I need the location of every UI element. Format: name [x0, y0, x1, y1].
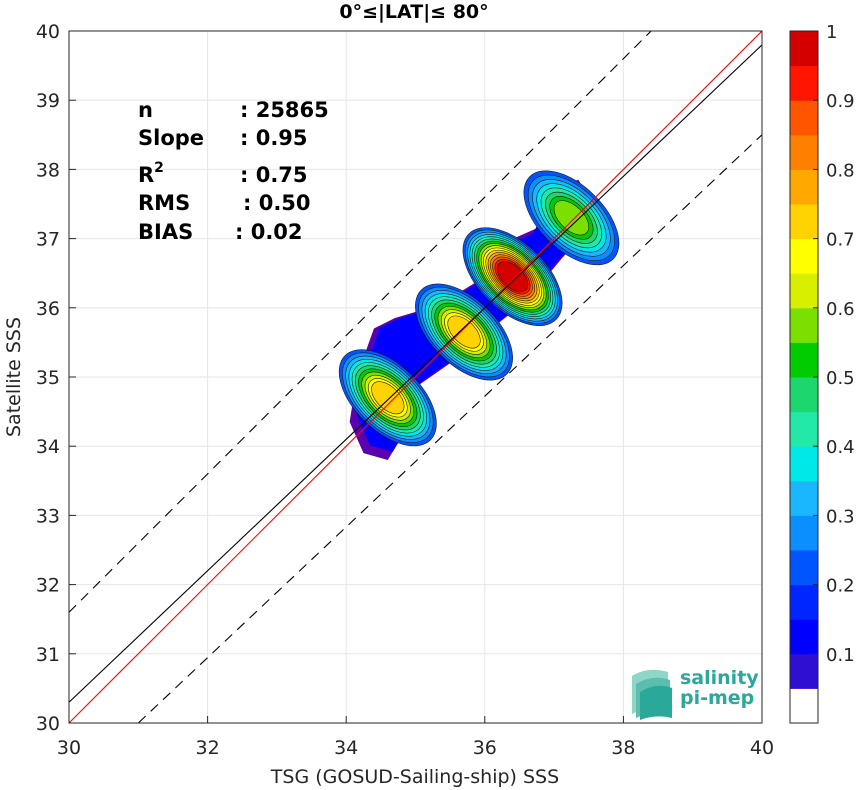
colorbar-tick-label: 0.6 [826, 299, 855, 320]
x-tick-label: 34 [334, 737, 358, 759]
one-to-one-line [69, 31, 762, 723]
colorbar-band [790, 446, 818, 482]
y-tick-label: 30 [36, 713, 60, 735]
stat-label: RMS [138, 191, 190, 215]
density-contours [338, 170, 620, 461]
density-contour-peak-2 [447, 315, 481, 349]
colorbar-band [790, 169, 818, 205]
colorbar-band [790, 204, 818, 240]
x-axis-label: TSG (GOSUD-Sailing-ship) SSS [270, 766, 559, 788]
stat-label: BIAS [138, 220, 193, 244]
y-tick-label: 37 [36, 229, 60, 251]
y-tick-label: 31 [36, 644, 60, 666]
density-contour-peak-1 [371, 381, 405, 415]
colorbar-band [790, 134, 818, 170]
colorbar-tick-label: 0.9 [826, 91, 855, 112]
colorbar-band [790, 688, 818, 724]
salinity-pi-mep-logo: salinity pi-mep [632, 667, 759, 720]
waves-icon [632, 669, 672, 720]
logo-line1: salinity [680, 667, 759, 689]
y-tick-label: 33 [36, 505, 60, 527]
logo-line2: pi-mep [680, 687, 754, 709]
y-tick-label: 32 [36, 575, 60, 597]
colorbar-band [790, 550, 818, 586]
colorbar-band [790, 65, 818, 101]
colorbar-tick-label: 0.8 [826, 160, 855, 181]
stat-value: : 0.95 [240, 126, 308, 150]
y-tick-label: 39 [36, 90, 60, 112]
x-tick-label: 36 [473, 737, 497, 759]
colorbar-tick-label: 0.7 [826, 230, 855, 251]
colorbar-band [790, 273, 818, 309]
colorbar-band [790, 584, 818, 620]
colorbar: 0.1 0.2 0.3 0.4 0.5 0.6 0.7 0.8 0.9 1 [789, 22, 855, 724]
upper-bound-line [69, 31, 652, 613]
stat-value: : 25865 [240, 98, 329, 122]
y-tick-label: 38 [36, 159, 60, 181]
x-tick-label: 40 [750, 737, 774, 759]
y-tick-label: 34 [36, 436, 60, 458]
x-tick-label: 30 [57, 737, 81, 759]
colorbar-band [790, 411, 818, 447]
lower-bound-line [137, 134, 762, 723]
y-axis-label: Satellite SSS [3, 317, 25, 437]
stat-label: n [138, 98, 153, 122]
colorbar-tick-label: 0.1 [826, 645, 855, 666]
colorbar-band [790, 100, 818, 136]
stat-label: R2 [138, 160, 164, 187]
colorbar-tick-label: 0.4 [826, 437, 855, 458]
colorbar-band [790, 307, 818, 343]
colorbar-tick-label: 0.3 [826, 506, 855, 527]
y-tick-label: 36 [36, 298, 60, 320]
colorbar-band [790, 31, 818, 67]
colorbar-tick-label: 1 [826, 22, 837, 43]
stat-value: : 0.50 [243, 191, 311, 215]
reference-lines [69, 31, 762, 723]
stat-value: : 0.02 [235, 220, 303, 244]
density-contour-peak-4 [553, 200, 590, 236]
x-tick-label: 32 [196, 737, 220, 759]
x-tick-label: 38 [611, 737, 635, 759]
regression-line [69, 44, 762, 703]
colorbar-band [790, 619, 818, 655]
colorbar-tick-label: 0.2 [826, 576, 855, 597]
statistics-box: n : 25865 Slope : 0.95 R2 : 0.75 RMS : 0.50 BIAS… [138, 98, 329, 244]
y-tick-label: 35 [36, 367, 60, 389]
y-axis-ticks: 30 31 32 33 34 35 36 37 38 39 40 [36, 21, 76, 735]
colorbar-band [790, 342, 818, 378]
colorbar-band [790, 653, 818, 689]
stat-label: Slope [138, 126, 204, 150]
y-tick-label: 40 [36, 21, 60, 43]
chart-title: 0°≤|LAT|≤ 80° [339, 1, 488, 23]
colorbar-band [790, 377, 818, 413]
colorbar-band [790, 480, 818, 516]
colorbar-tick-label: 0.5 [826, 368, 855, 389]
x-axis-ticks: 30 32 34 36 38 40 [57, 716, 774, 759]
stat-value: : 0.75 [240, 163, 308, 187]
colorbar-band [790, 238, 818, 274]
colorbar-band [790, 515, 818, 551]
density-contour-peak-3 [496, 261, 529, 293]
